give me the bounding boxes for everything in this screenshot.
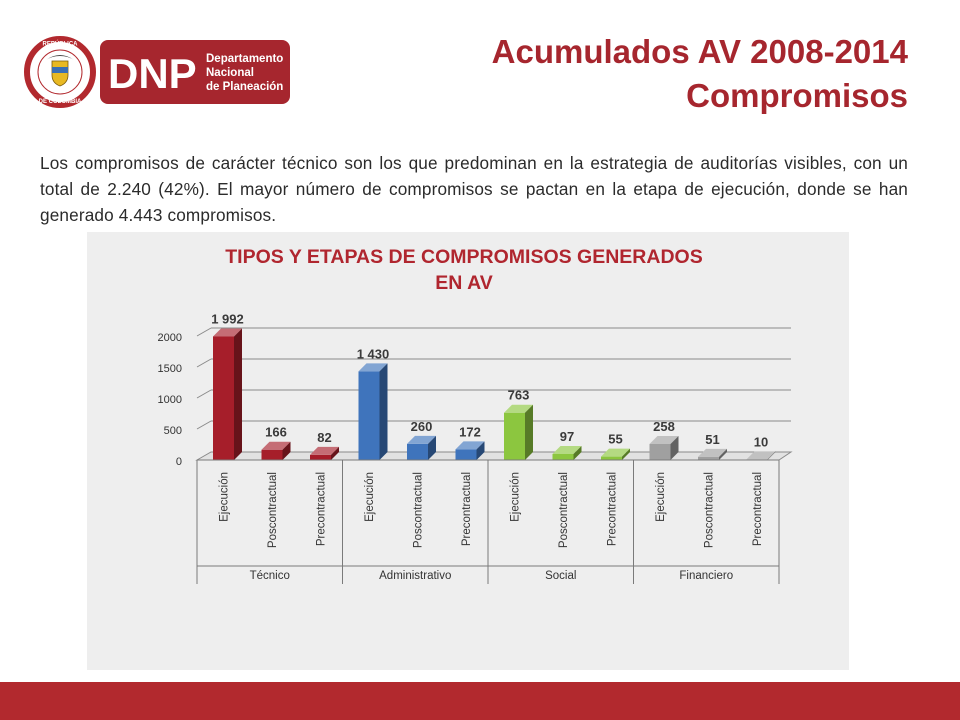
bar-side-1-2	[476, 441, 485, 460]
bar-1-1	[407, 443, 428, 460]
chart-title-line-1: TIPOS Y ETAPAS DE COMPROMISOS GENERADOS	[225, 246, 702, 268]
dnp-logo: REPÚBLICA DE COLOMBIA DNP Departamento N…	[24, 36, 290, 108]
intro-paragraph: Los compromisos de carácter técnico son …	[40, 153, 908, 225]
bar-chart: TIPOS Y ETAPAS DE COMPROMISOS GENERADOS E…	[158, 246, 793, 584]
bar-side-2-1	[573, 445, 582, 460]
data-label-2-1: 97	[560, 429, 574, 444]
bar-0-2	[310, 454, 331, 460]
bar-top-1-0	[358, 363, 388, 372]
category-label-3-0: Ejecución	[655, 472, 667, 522]
bar-top-2-2	[601, 448, 630, 457]
bar-top-2-0	[504, 404, 533, 413]
category-label-0-1: Poscontractual	[267, 472, 279, 548]
group-label-1: Administrativo	[379, 570, 451, 582]
category-label-2-2: Precontractual	[607, 472, 619, 546]
bar-top-3-1	[698, 448, 727, 457]
bar-side-0-1	[282, 441, 291, 460]
category-label-0-2: Precontractual	[316, 472, 328, 546]
bar-2-1	[552, 453, 574, 460]
page-title-line-1: Acumulados AV 2008-2014	[491, 33, 908, 70]
bar-1-2	[455, 449, 477, 460]
data-label-3-2: 10	[754, 434, 768, 449]
bar-side-3-0	[670, 436, 679, 460]
category-label-2-0: Ejecución	[510, 472, 522, 522]
logo-name-line-1: Departamento	[206, 53, 283, 65]
bar-1-0	[358, 371, 380, 460]
group-label-0: Técnico	[250, 570, 290, 582]
y-tick-label-0: 0	[176, 456, 182, 468]
bar-side-1-1	[428, 435, 436, 460]
group-label-3: Financiero	[679, 570, 733, 582]
logo-acronym: DNP	[108, 50, 197, 97]
data-label-1-0: 1 430	[357, 346, 390, 361]
bar-side-2-0	[525, 404, 533, 460]
gridline-side-2	[196, 358, 212, 368]
data-label-3-1: 51	[705, 432, 719, 447]
bar-top-2-1	[552, 445, 582, 454]
bar-top-0-2	[310, 446, 339, 455]
colombia-seal-icon: REPÚBLICA DE COLOMBIA	[24, 36, 96, 108]
gridline-side-0	[196, 420, 212, 430]
bar-0-1	[261, 449, 283, 460]
data-label-1-2: 172	[459, 424, 481, 439]
bar-side-1-0	[379, 363, 388, 460]
y-tick-label-1: 500	[164, 425, 182, 437]
bar-side-0-2	[331, 446, 339, 460]
bar-0-0	[213, 336, 234, 460]
bar-3-1	[698, 456, 719, 460]
group-label-2: Social	[545, 570, 576, 582]
chart-panel: TIPOS Y ETAPAS DE COMPROMISOS GENERADOS E…	[87, 232, 849, 670]
bar-top-0-1	[261, 441, 291, 450]
data-label-2-0: 763	[508, 388, 530, 403]
bar-top-0-0	[213, 328, 242, 337]
y-tick-label-4: 2000	[158, 332, 182, 344]
footer-bar	[0, 682, 960, 720]
page-title-line-2: Compromisos	[686, 77, 908, 114]
data-label-0-0: 1 992	[211, 311, 244, 326]
page-title: Acumulados AV 2008-2014 Compromisos	[348, 30, 908, 118]
chart-title-line-2: EN AV	[435, 272, 492, 294]
data-label-0-1: 166	[265, 425, 287, 440]
seal-top-text: REPÚBLICA	[42, 41, 78, 48]
data-label-3-0: 258	[653, 419, 675, 434]
category-label-1-2: Precontractual	[461, 472, 473, 546]
seal-bottom-text: DE COLOMBIA	[39, 99, 82, 105]
bar-side-2-2	[622, 448, 630, 460]
bar-top-3-0	[649, 436, 679, 445]
data-label-1-1: 260	[411, 419, 433, 434]
bar-top-3-2	[746, 451, 776, 460]
bar-top-1-2	[455, 441, 485, 450]
y-tick-label-3: 1500	[158, 363, 182, 375]
y-tick-label-2: 1000	[158, 394, 182, 406]
category-label-0-0: Ejecución	[219, 472, 231, 522]
logo-name-line-3: de Planeación	[206, 81, 283, 93]
gridline-side-3	[196, 327, 212, 337]
bar-2-2	[601, 456, 622, 460]
category-label-1-1: Poscontractual	[413, 472, 425, 548]
bar-2-0	[504, 412, 525, 460]
logo-name-line-2: Nacional	[206, 67, 254, 79]
logo-wordmark-box	[100, 40, 290, 104]
bar-side-3-2	[767, 451, 776, 460]
category-label-1-0: Ejecución	[364, 472, 376, 522]
category-label-3-2: Precontractual	[752, 472, 764, 546]
bar-3-0	[649, 444, 671, 460]
category-label-2-1: Poscontractual	[558, 472, 570, 548]
bar-side-3-1	[719, 448, 727, 460]
bar-top-1-1	[407, 435, 436, 444]
data-label-0-2: 82	[317, 430, 331, 445]
category-label-3-1: Poscontractual	[704, 472, 716, 548]
data-label-2-2: 55	[608, 432, 622, 447]
gridline-side-1	[196, 389, 212, 399]
bar-side-0-0	[234, 328, 242, 460]
